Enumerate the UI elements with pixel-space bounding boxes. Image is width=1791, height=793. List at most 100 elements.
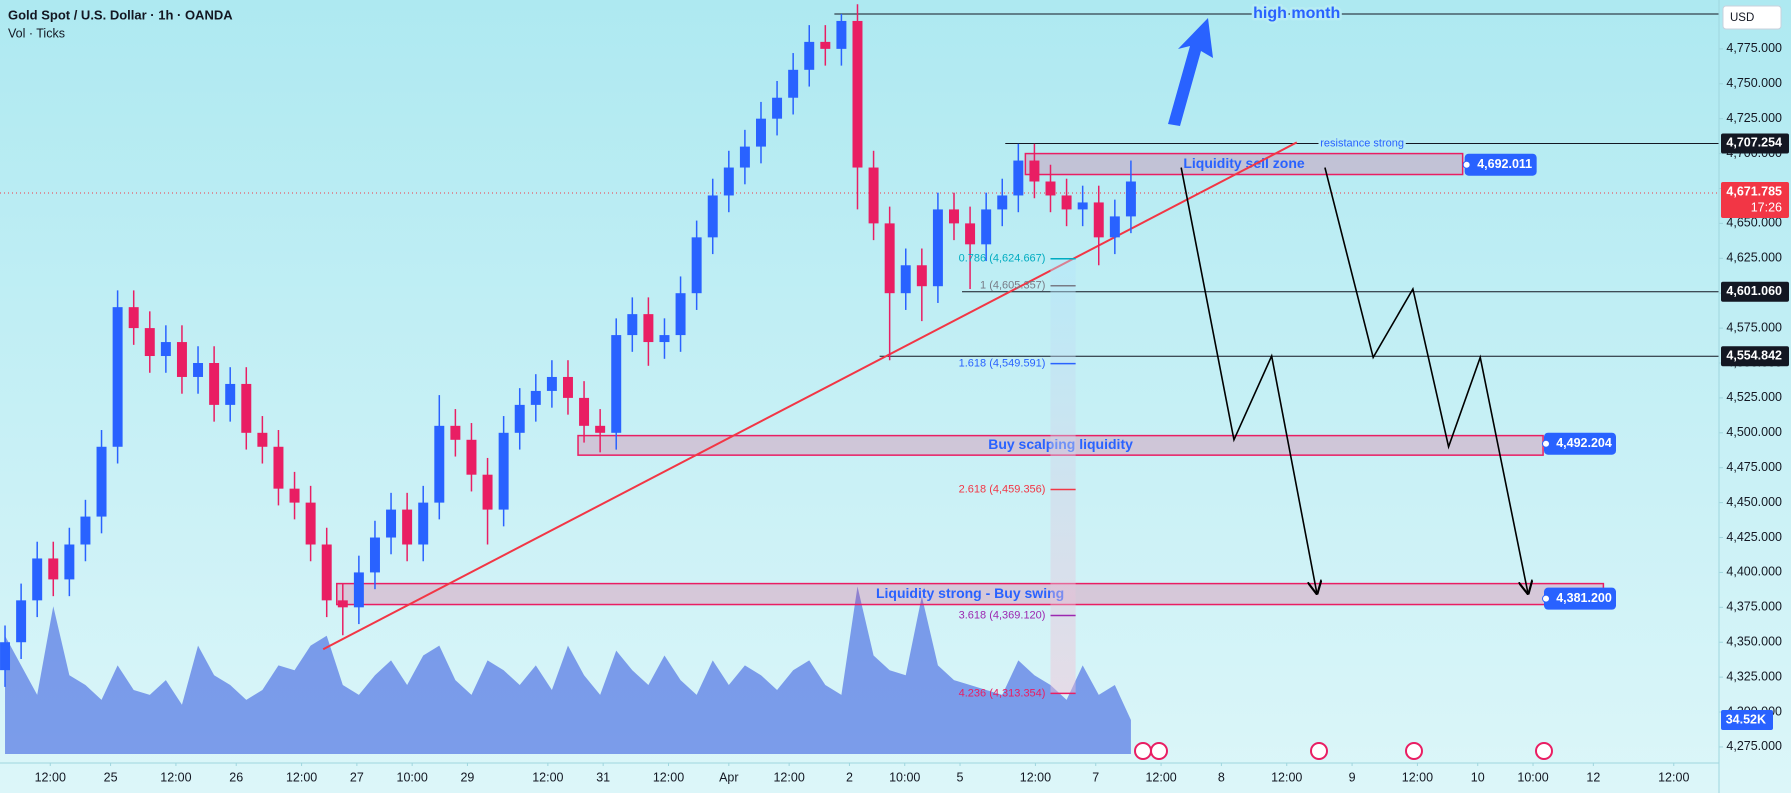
- zone-price-box: [1464, 153, 1537, 176]
- candle-body: [241, 383, 252, 433]
- candle-body: [1093, 202, 1104, 238]
- zone-label: Liquidity strong - Buy swing: [876, 585, 1064, 601]
- y-tick-label: 4,275.000: [1726, 739, 1782, 753]
- level-price-label: 4,707.254: [1726, 136, 1782, 150]
- candle-body: [755, 118, 766, 147]
- candle-body: [1077, 202, 1088, 210]
- candle-body: [659, 335, 670, 343]
- chart-title: Gold Spot / U.S. Dollar · 1h · OANDA: [8, 7, 233, 22]
- level-price-box: [1721, 281, 1789, 302]
- y-tick-label: 4,725.000: [1726, 111, 1782, 125]
- x-tick-label: 5: [957, 770, 964, 784]
- candle-body: [643, 314, 654, 343]
- x-tick-label: 12:00: [1020, 770, 1051, 784]
- candle-body: [96, 446, 107, 517]
- y-tick-label: 4,325.000: [1726, 669, 1782, 683]
- candle-body: [144, 328, 155, 357]
- x-tick-label: 26: [229, 770, 243, 784]
- fib-label: 1 (4,605.357): [980, 280, 1045, 292]
- y-tick-label: 4,500.000: [1726, 425, 1782, 439]
- candle-body: [1109, 216, 1120, 238]
- candle-body: [595, 425, 606, 433]
- candle-body: [868, 167, 879, 224]
- candle-body: [64, 544, 75, 580]
- fib-label: 4.236 (4,313.354): [959, 687, 1046, 699]
- y-tick-label: 4,750.000: [1726, 76, 1782, 90]
- fib-label: 3.618 (4,369.120): [959, 609, 1046, 621]
- candle-body: [965, 223, 976, 245]
- price-axis: 4,275.0004,300.0004,325.0004,350.0004,37…: [1719, 41, 1789, 753]
- chart-subtitle: Vol · Ticks: [8, 26, 65, 40]
- zone-label: Liquidity sell zone: [1183, 155, 1305, 171]
- candle-body: [579, 397, 590, 426]
- event-icon[interactable]: [1535, 742, 1553, 760]
- event-icon[interactable]: [1405, 742, 1423, 760]
- level-price-label: 4,554.842: [1726, 349, 1782, 363]
- x-tick-label: 12:00: [532, 770, 563, 784]
- currency-label[interactable]: USD: [1730, 12, 1754, 24]
- level-price-label: 4,601.060: [1726, 284, 1782, 298]
- zone-handle[interactable]: [1542, 439, 1550, 448]
- x-tick-label: 10:00: [889, 770, 920, 784]
- candle-body: [949, 209, 959, 224]
- candle-body: [1125, 181, 1136, 217]
- candle-body: [514, 404, 525, 433]
- level-price-box: [1721, 133, 1789, 154]
- zone-price-box: [1544, 432, 1616, 455]
- x-tick-label: 12: [1586, 770, 1600, 784]
- candle-body: [353, 572, 364, 608]
- candle-body: [739, 146, 750, 168]
- candle-body: [0, 642, 11, 671]
- event-icon[interactable]: [1310, 742, 1328, 760]
- x-tick-label: 8: [1218, 770, 1225, 784]
- current-price-box: [1721, 181, 1789, 218]
- x-tick-label: 7: [1092, 770, 1099, 784]
- candle-body: [611, 335, 622, 433]
- candle-body: [112, 307, 123, 447]
- candle-body: [675, 293, 686, 336]
- event-icon[interactable]: [1134, 742, 1152, 760]
- y-tick-label: 4,525.000: [1726, 390, 1782, 404]
- y-tick-label: 4,350.000: [1726, 635, 1782, 649]
- y-tick-label: 4,375.000: [1726, 600, 1782, 614]
- candle-body: [16, 600, 27, 643]
- candle-body: [273, 446, 284, 489]
- candle-body: [562, 376, 573, 398]
- zone-handle[interactable]: [1542, 594, 1550, 603]
- high-month-label: high month: [1253, 5, 1340, 22]
- candle-body: [981, 209, 992, 245]
- x-tick-label: 12:00: [1658, 770, 1689, 784]
- fib-column: [1050, 258, 1076, 694]
- candle-body: [1013, 160, 1024, 196]
- zone-handle[interactable]: [1462, 160, 1471, 169]
- y-tick-label: 4,475.000: [1726, 460, 1782, 474]
- x-tick-label: 12:00: [1271, 770, 1302, 784]
- x-tick-label: 31: [596, 770, 610, 784]
- candle-body: [916, 265, 927, 287]
- zone-price-label: 4,692.011: [1477, 157, 1532, 171]
- candle-body: [466, 439, 477, 475]
- candle-body: [289, 488, 300, 503]
- y-tick-label: 4,775.000: [1726, 41, 1782, 55]
- candle-body: [418, 502, 429, 545]
- x-tick-label: Apr: [719, 770, 738, 784]
- candle-body: [402, 509, 413, 545]
- candle-body: [852, 20, 863, 168]
- event-icon[interactable]: [1150, 742, 1168, 760]
- candle-body: [836, 20, 847, 49]
- x-tick-label: 29: [460, 770, 474, 784]
- candle-body: [450, 425, 461, 440]
- zone-price-label: 4,381.200: [1556, 591, 1612, 605]
- y-tick-label: 4,575.000: [1726, 320, 1782, 334]
- projection-path: [1324, 167, 1528, 594]
- candle-body: [305, 502, 316, 545]
- x-tick-label: 27: [350, 770, 364, 784]
- candle-body: [546, 376, 557, 391]
- fib-label: 1.618 (4,549.591): [959, 357, 1046, 369]
- candle-body: [386, 509, 397, 538]
- up-arrow: [1168, 18, 1213, 126]
- y-tick-label: 4,650.000: [1726, 216, 1782, 230]
- currency-button[interactable]: [1722, 5, 1782, 30]
